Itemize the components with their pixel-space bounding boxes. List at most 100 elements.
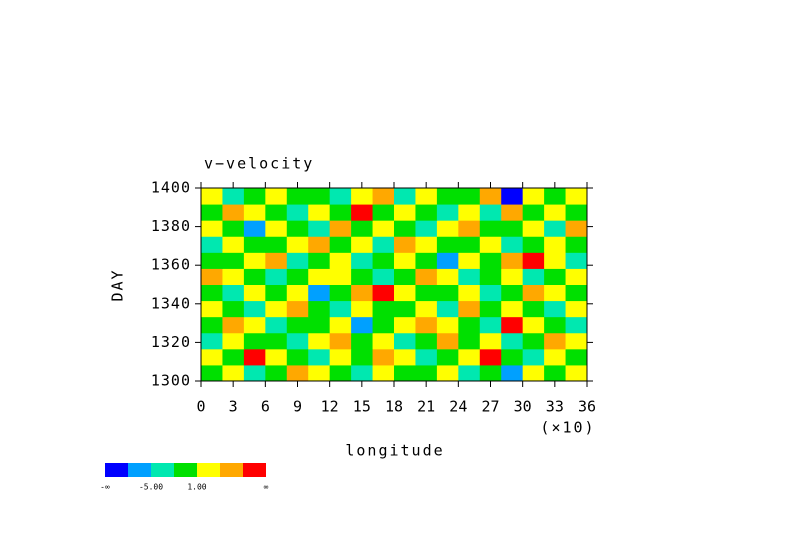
contour-cell	[372, 252, 395, 269]
contour-cell	[265, 316, 288, 334]
contour-cell	[243, 316, 266, 334]
contour-cell	[201, 364, 223, 382]
x-tick-label: 9	[293, 398, 302, 416]
contour-cell	[436, 252, 459, 269]
colorbar-box	[243, 463, 266, 477]
contour-cell	[479, 284, 502, 302]
chart-title: v−velocity	[204, 155, 314, 173]
contour-cell	[308, 252, 331, 269]
contour-cell	[479, 220, 502, 237]
contour-cell	[479, 236, 502, 253]
contour-cell	[351, 220, 374, 237]
contour-cell	[544, 348, 567, 366]
contour-cell	[522, 236, 545, 253]
contour-cell	[501, 220, 524, 237]
contour-cell	[565, 348, 588, 366]
contour-cell	[372, 188, 395, 205]
contour-cell	[415, 188, 438, 205]
colorbar-box	[151, 463, 174, 477]
contour-cell	[243, 364, 266, 382]
x-multiplier: (×10)	[540, 419, 595, 437]
contour-cell	[436, 188, 459, 205]
contour-cell	[201, 348, 223, 366]
contour-cell	[265, 284, 288, 302]
contour-cell	[308, 300, 331, 318]
colorbar-label: 1.00	[187, 483, 206, 492]
contour-cell	[265, 332, 288, 350]
contour-cell	[544, 252, 567, 269]
contour-cell	[308, 364, 331, 382]
contour-cell	[436, 316, 459, 334]
contour-cell	[565, 188, 588, 205]
contour-cell	[479, 364, 502, 382]
colorbar-label: -∞	[100, 483, 110, 492]
contour-cell	[394, 348, 416, 366]
contour-cell	[286, 364, 309, 382]
contour-cell	[436, 220, 459, 237]
contour-cell	[501, 252, 524, 269]
contour-cell	[565, 220, 588, 237]
x-tick-label: 18	[385, 398, 403, 416]
contour-cell	[544, 236, 567, 253]
contour-cell	[565, 236, 588, 253]
contour-cell	[265, 364, 288, 382]
contour-cell	[394, 364, 416, 382]
contour-cell	[201, 284, 223, 302]
contour-cell	[479, 188, 502, 205]
contour-cell	[286, 284, 309, 302]
contour-cell	[286, 236, 309, 253]
contour-cell	[243, 220, 266, 237]
contour-cell	[544, 268, 567, 285]
contour-cell	[522, 220, 545, 237]
contour-cell	[243, 332, 266, 350]
contour-cell	[372, 348, 395, 366]
contour-cell	[201, 252, 223, 269]
contour-cell	[222, 364, 245, 382]
x-tick-label: 24	[449, 398, 467, 416]
contour-cell	[522, 332, 545, 350]
contour-cell	[501, 300, 524, 318]
contour-cell	[329, 236, 352, 253]
x-tick-label: 12	[321, 398, 339, 416]
contour-cell	[286, 348, 309, 366]
contour-cell	[286, 188, 309, 205]
y-tick-label: 1400	[151, 179, 191, 197]
contour-cell	[458, 188, 481, 205]
contour-cell	[201, 188, 223, 205]
contour-cell	[565, 252, 588, 269]
contour-cell	[501, 348, 524, 366]
contour-cell	[565, 284, 588, 302]
colorbar-box	[174, 463, 197, 477]
contour-cell	[436, 204, 459, 221]
contour-cell	[458, 284, 481, 302]
contour-cell	[372, 300, 395, 318]
contour-cell	[329, 364, 352, 382]
colorbar-box	[128, 463, 151, 477]
colorbar-label: -5.00	[139, 483, 163, 492]
contour-cell	[351, 252, 374, 269]
y-axis-label: DAY	[109, 268, 127, 301]
contour-cell	[565, 268, 588, 285]
x-tick-label: 6	[261, 398, 270, 416]
contour-cell	[372, 284, 395, 302]
contour-cell	[243, 204, 266, 221]
contour-cell	[522, 252, 545, 269]
contour-cell	[394, 300, 416, 318]
colorbar-box	[197, 463, 220, 477]
contour-cell	[201, 220, 223, 237]
contour-cell	[436, 284, 459, 302]
contour-cell	[329, 188, 352, 205]
contour-cell	[522, 364, 545, 382]
contour-cell	[265, 268, 288, 285]
y-tick-label: 1340	[151, 294, 191, 312]
contour-cell	[201, 332, 223, 350]
contour-cell	[222, 220, 245, 237]
contour-cell	[222, 300, 245, 318]
contour-cell	[544, 316, 567, 334]
contour-cell	[436, 348, 459, 366]
contour-cell	[479, 332, 502, 350]
contour-cell	[394, 252, 416, 269]
contour-cell	[329, 268, 352, 285]
contour-cell	[458, 252, 481, 269]
contour-cell	[565, 364, 588, 382]
